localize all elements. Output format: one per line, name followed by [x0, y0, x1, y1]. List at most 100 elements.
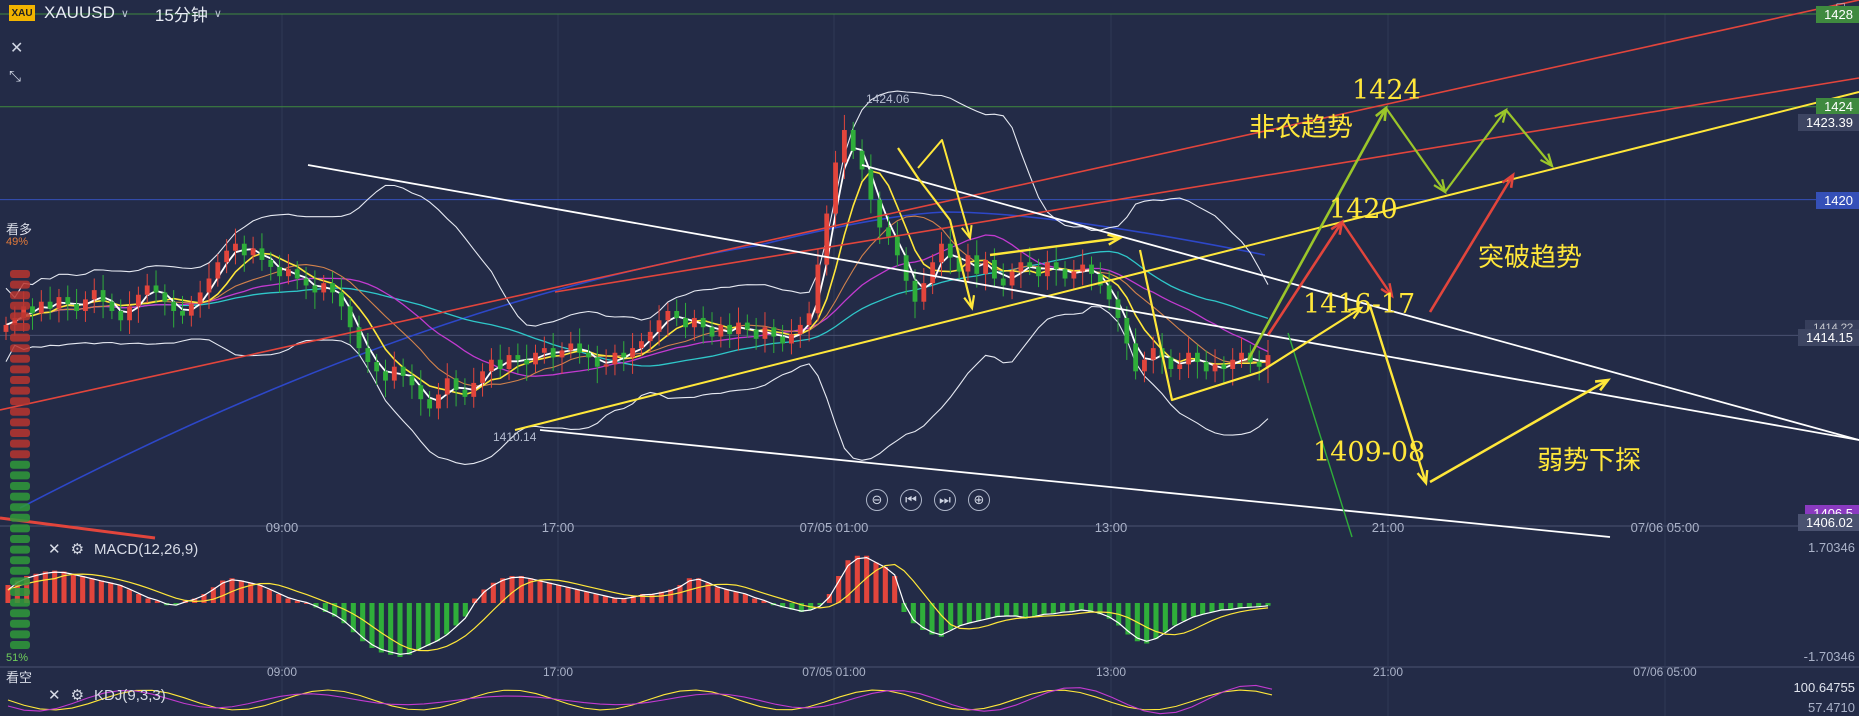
candle-body [1133, 343, 1139, 372]
bull-label: 看多 [6, 222, 33, 237]
candle-body [250, 248, 256, 256]
macd-histogram-bar [416, 603, 422, 651]
candle-body [347, 306, 353, 328]
candle-body [868, 169, 874, 200]
scroll-end-button[interactable]: ⏭ [934, 489, 956, 511]
chevron-down-icon[interactable]: ∨ [120, 7, 129, 20]
macd-dea-line [7, 563, 1269, 652]
candle-body [603, 364, 609, 367]
macd-histogram-bar [630, 596, 636, 603]
macd-histogram-bar [257, 585, 263, 603]
trendline-red-lower [554, 77, 1859, 293]
macd-histogram-bar [929, 603, 935, 635]
zoom-in-button[interactable]: ⊕ [968, 489, 990, 511]
macd-histogram-bar [1209, 603, 1215, 612]
trendline-white-1b [861, 164, 1859, 441]
macd-histogram-bar [397, 603, 403, 657]
macd-histogram-bar [938, 603, 944, 637]
candle-body [171, 301, 177, 311]
candle-body [1221, 364, 1227, 370]
candle-body [515, 355, 521, 360]
time-axis-label: 17:00 [542, 520, 575, 535]
macd-histogram-bar [1190, 603, 1196, 617]
macd-histogram-bar [976, 603, 982, 621]
macd-histogram-bar [117, 585, 123, 603]
candle-body [612, 352, 618, 365]
candle-body [83, 299, 88, 311]
macd-histogram-bar [444, 603, 450, 635]
macd-histogram-bar [789, 603, 795, 610]
macd-histogram-bar [1153, 603, 1159, 639]
macd-histogram-bar [509, 576, 515, 603]
candle-body [1053, 262, 1059, 270]
chevron-down-icon[interactable]: ∨ [213, 7, 222, 20]
annotation-1409-08: 1409-08 [1313, 437, 1426, 468]
macd-histogram-bar [537, 580, 543, 603]
candle-body [206, 278, 212, 293]
candle-body [12, 317, 18, 325]
candle-body [109, 301, 115, 311]
macd-histogram-bar [677, 585, 683, 603]
arrow-green-down [1385, 107, 1446, 193]
close-icon[interactable]: ✕ [48, 541, 61, 558]
bull-percent: 49% [6, 236, 29, 248]
candle-body [930, 262, 936, 284]
macd-histogram-bar [229, 578, 235, 603]
candle-body [639, 341, 644, 349]
candle-body [47, 301, 53, 309]
candle-body [744, 322, 750, 330]
arrow-green-end [1505, 109, 1553, 167]
macd-histogram-bar [668, 589, 674, 603]
scroll-start-button[interactable]: ⏮ [900, 489, 922, 511]
candle-body [947, 243, 953, 258]
macd-histogram-bar [42, 571, 48, 603]
kdj-title-bar: ✕ ⚙ KDJ(9,3,3) [48, 686, 176, 705]
candle-body [797, 324, 803, 335]
close-icon[interactable]: ✕ [48, 687, 61, 704]
arrow-yellow-small-head [961, 224, 973, 241]
arrow-yellow-down-head [1416, 469, 1429, 486]
candle-body [647, 331, 653, 342]
trendline-white-2 [539, 429, 1611, 538]
macd-histogram-bar [612, 598, 618, 603]
candle-body [488, 359, 494, 372]
candle-body [497, 359, 503, 370]
gear-icon[interactable]: ⚙ [70, 541, 85, 558]
arrow-yellow-small [917, 139, 971, 239]
symbol-selector[interactable]: XAUUSD [44, 3, 115, 22]
macd-histogram-bar [126, 589, 132, 603]
candle-body [903, 255, 909, 281]
sentiment-segment [10, 630, 30, 639]
gear-icon[interactable]: ⚙ [70, 687, 85, 704]
candle-body [1239, 352, 1244, 360]
macd-histogram-bar [276, 594, 282, 603]
macd-histogram-bar [826, 594, 832, 603]
price-pane-bg [0, 0, 1859, 526]
arrow-yellow-up-head [1594, 378, 1611, 392]
interval-selector[interactable]: 15分钟 [154, 5, 208, 25]
candle-body [294, 269, 300, 279]
collapse-icon[interactable]: ⤡ [9, 68, 22, 85]
macd-histogram-bar [733, 591, 739, 603]
macd-histogram-bar [798, 603, 804, 612]
macd-histogram-bar [108, 582, 114, 603]
close-icon[interactable]: ✕ [10, 40, 24, 57]
sentiment-segment [10, 513, 30, 522]
candle-body [965, 255, 971, 272]
macd-histogram-bar [472, 598, 478, 603]
zoom-out-button[interactable]: ⊖ [866, 489, 888, 511]
candle-body [709, 327, 715, 337]
macd-histogram-bar [901, 603, 907, 612]
macd-histogram-bar [1228, 603, 1234, 610]
candle-body [533, 352, 538, 365]
macd-histogram-bar [742, 594, 748, 603]
sentiment-segment [10, 280, 30, 289]
candle-body [1203, 362, 1209, 372]
macd-histogram-bar [1050, 603, 1056, 615]
candle-body [188, 304, 194, 316]
sentiment-segment [10, 471, 30, 480]
macd-histogram-bar [948, 603, 954, 630]
candle-body [621, 352, 627, 358]
macd-histogram-bar [1125, 603, 1131, 635]
